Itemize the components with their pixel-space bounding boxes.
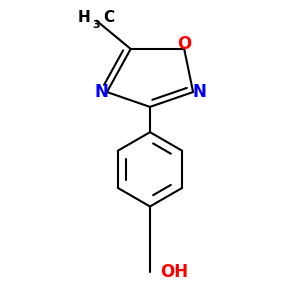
Text: N: N xyxy=(192,83,206,101)
Text: 3: 3 xyxy=(92,20,100,30)
Text: O: O xyxy=(177,35,191,53)
Text: H: H xyxy=(78,10,91,25)
Text: N: N xyxy=(94,83,108,101)
Text: C: C xyxy=(103,10,114,25)
Text: OH: OH xyxy=(160,263,188,281)
